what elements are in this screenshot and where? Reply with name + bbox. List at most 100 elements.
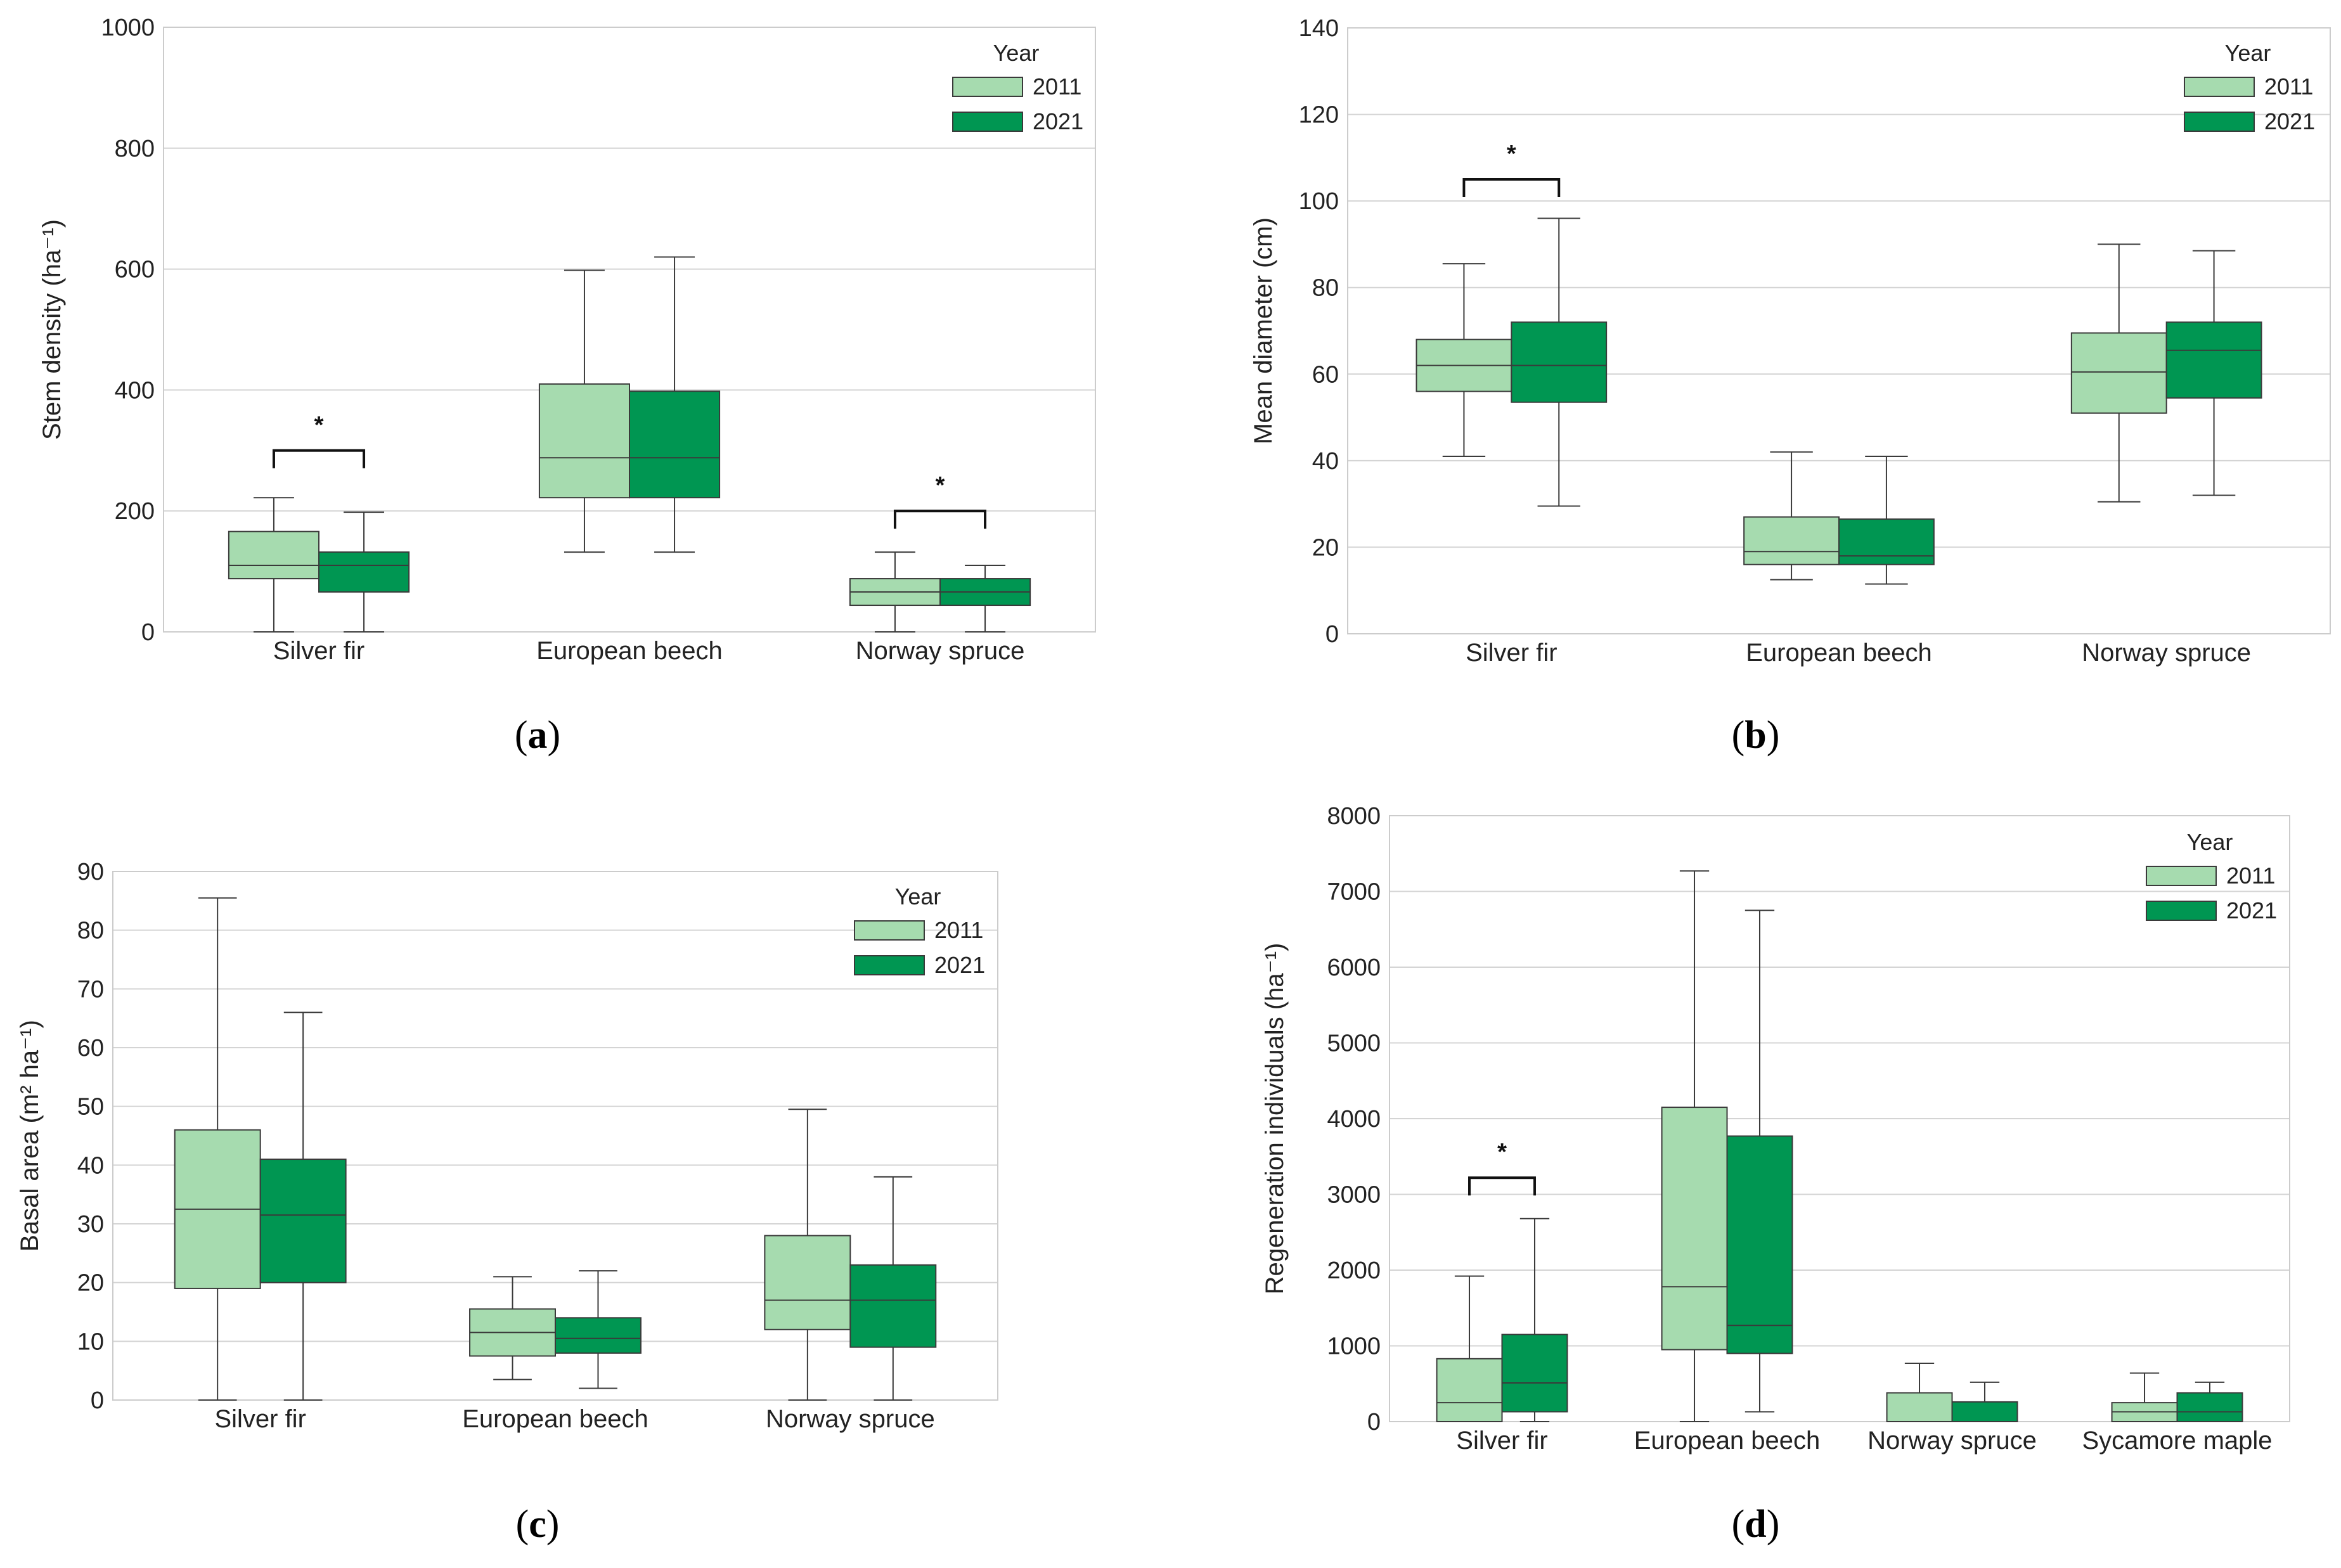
box-2021-european-beech bbox=[1726, 909, 1793, 1413]
box-2021-european-beech bbox=[555, 1270, 642, 1389]
y-tick-label: 4000 bbox=[1327, 1106, 1381, 1133]
legend-swatch-2011 bbox=[952, 77, 1023, 97]
box-2021-norway-spruce bbox=[849, 1176, 937, 1401]
y-tick-label: 5000 bbox=[1327, 1031, 1381, 1057]
legend-swatch-2011 bbox=[2184, 77, 2255, 97]
legend-label-2021: 2021 bbox=[2264, 108, 2315, 134]
y-tick-label: 1000 bbox=[1327, 1333, 1381, 1360]
chart-svg-a: 0 200 400 600 800 1000 Stem density (ha⁻¹) Silv… bbox=[38, 15, 1096, 757]
x-category-label: Silver fir bbox=[273, 637, 364, 665]
y-tick-label: 100 bbox=[1299, 188, 1339, 215]
box-iqr bbox=[2070, 332, 2167, 414]
box-iqr bbox=[1661, 1107, 1728, 1351]
x-category-label: Sycamore maple bbox=[2082, 1427, 2272, 1455]
panel-caption-letter: d bbox=[1744, 1503, 1766, 1546]
chart-svg-d: 0 1000 2000 3000 4000 5000 6000 7000 8000 Regener… bbox=[1261, 803, 2290, 1546]
y-tick-label: 40 bbox=[1312, 448, 1339, 475]
box-iqr bbox=[1436, 1358, 1503, 1422]
y-tick-label: 60 bbox=[1312, 361, 1339, 388]
y-tick-label: 2000 bbox=[1327, 1257, 1381, 1284]
y-tick-label: 600 bbox=[115, 257, 155, 283]
box-2011-norway-spruce bbox=[2070, 243, 2167, 503]
box-iqr bbox=[2165, 321, 2262, 399]
x-category-label: Norway spruce bbox=[856, 637, 1025, 665]
box-2011-silver-fir bbox=[228, 497, 319, 633]
x-category-label: European beech bbox=[1746, 639, 1932, 667]
y-tick-label: 0 bbox=[1325, 621, 1339, 648]
box-2021-norway-spruce bbox=[939, 565, 1031, 633]
chart-svg-b: 0 20 40 60 80 100 120 140 Mean diameter (cm) Silv… bbox=[1249, 15, 2331, 757]
box-2011-norway-spruce bbox=[764, 1109, 851, 1401]
legend-swatch-2011 bbox=[2146, 866, 2217, 886]
plot-frame bbox=[163, 27, 1096, 633]
legend: Year 2011 2021 bbox=[854, 884, 985, 978]
panel-caption: (c) bbox=[516, 1503, 560, 1546]
plot-frame bbox=[112, 871, 998, 1401]
y-tick-label: 30 bbox=[77, 1211, 104, 1238]
box-iqr bbox=[2176, 1392, 2243, 1423]
y-tick-label: 90 bbox=[77, 859, 104, 885]
box-iqr bbox=[1838, 518, 1935, 565]
x-category-label: Norway spruce bbox=[1867, 1427, 2037, 1455]
box-iqr bbox=[259, 1159, 347, 1283]
box-iqr bbox=[1886, 1392, 1953, 1423]
legend-swatch-2021 bbox=[854, 955, 925, 975]
significance-bracket bbox=[1462, 178, 1561, 197]
box-iqr bbox=[555, 1317, 642, 1354]
x-category-label: Silver fir bbox=[1456, 1427, 1547, 1455]
x-category-label: European beech bbox=[1634, 1427, 1821, 1455]
box-2011-european-beech bbox=[538, 269, 631, 553]
y-tick-label: 7000 bbox=[1327, 879, 1381, 906]
panel-caption-letter: a bbox=[528, 714, 548, 757]
x-category-label: European beech bbox=[462, 1405, 648, 1433]
significance-star: * bbox=[936, 472, 945, 499]
legend-title: Year bbox=[895, 884, 941, 909]
panel-caption: (a) bbox=[515, 714, 560, 757]
chart-panel-d: 0 1000 2000 3000 4000 5000 6000 7000 8000 Regener… bbox=[1170, 784, 2341, 1568]
legend: Year 2011 2021 bbox=[952, 40, 1083, 134]
box-iqr bbox=[1726, 1135, 1793, 1354]
y-tick-label: 3000 bbox=[1327, 1182, 1381, 1209]
legend-label-2011: 2011 bbox=[1033, 74, 1081, 100]
box-iqr bbox=[764, 1235, 851, 1330]
x-category-label: European beech bbox=[536, 637, 723, 665]
box-iqr bbox=[1951, 1401, 2018, 1422]
x-category-label: Norway spruce bbox=[2082, 639, 2251, 667]
box-2011-norway-spruce bbox=[849, 551, 941, 633]
y-tick-label: 0 bbox=[141, 619, 155, 646]
legend-title: Year bbox=[2187, 829, 2233, 855]
significance-bracket bbox=[272, 449, 366, 468]
box-iqr bbox=[1743, 516, 1840, 565]
legend-swatch-2021 bbox=[2146, 901, 2217, 921]
box-2021-silver-fir bbox=[1501, 1218, 1568, 1422]
y-tick-label: 0 bbox=[1367, 1409, 1381, 1436]
panel-caption-letter: b bbox=[1744, 714, 1766, 757]
y-tick-label: 20 bbox=[77, 1270, 104, 1297]
significance-star: * bbox=[1497, 1139, 1507, 1166]
y-tick-label: 80 bbox=[1312, 275, 1339, 302]
legend-swatch-2021 bbox=[2184, 112, 2255, 132]
legend-label-2021: 2021 bbox=[934, 952, 985, 978]
significance-bracket bbox=[893, 510, 987, 529]
panel-caption: (b) bbox=[1732, 714, 1780, 757]
box-2021-european-beech bbox=[1838, 456, 1935, 585]
chart-svg-c: 0 10 20 30 40 50 60 70 80 90 Basal area (m² ha⁻¹) S… bbox=[16, 859, 998, 1546]
y-tick-label: 1000 bbox=[101, 15, 155, 41]
box-2021-norway-spruce bbox=[2165, 250, 2262, 496]
legend-label-2021: 2021 bbox=[2226, 897, 2277, 923]
box-2021-sycamore-maple bbox=[2176, 1381, 2243, 1423]
y-axis-label: Regeneration individuals (ha⁻¹) bbox=[1261, 943, 1289, 1295]
box-2021-silver-fir bbox=[259, 1012, 347, 1401]
legend-title: Year bbox=[993, 40, 1040, 66]
y-tick-label: 0 bbox=[91, 1387, 104, 1414]
box-2011-silver-fir bbox=[1436, 1275, 1503, 1422]
box-2011-silver-fir bbox=[1416, 263, 1512, 458]
box-2021-silver-fir bbox=[1511, 217, 1608, 507]
panel-caption: (d) bbox=[1732, 1503, 1780, 1546]
y-tick-label: 400 bbox=[115, 377, 155, 404]
box-2021-norway-spruce bbox=[1951, 1381, 2018, 1422]
legend-swatch-2011 bbox=[854, 920, 925, 941]
legend: Year 2011 2021 bbox=[2184, 40, 2315, 134]
y-tick-label: 140 bbox=[1299, 15, 1339, 42]
box-2011-european-beech bbox=[1743, 451, 1840, 581]
